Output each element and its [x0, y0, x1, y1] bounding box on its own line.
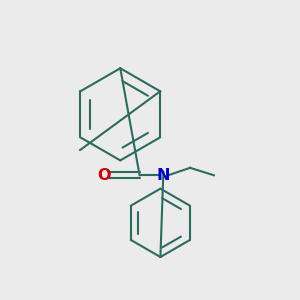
Text: O: O — [97, 168, 111, 183]
Text: N: N — [157, 168, 170, 183]
